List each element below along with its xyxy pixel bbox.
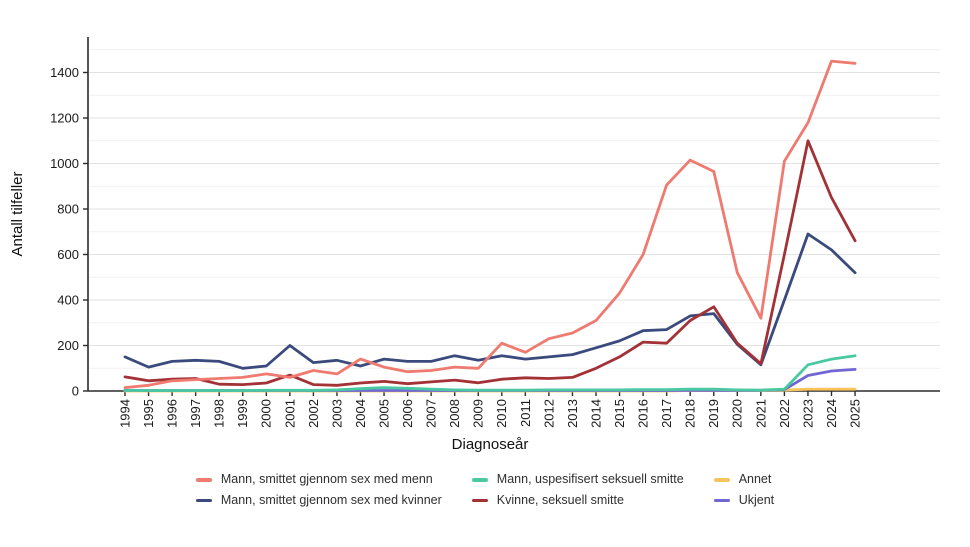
legend-label: Mann, smittet gjennom sex med kvinner — [220, 492, 442, 507]
chart-legend: Mann, smittet gjennom sex med menn Mann, … — [0, 472, 970, 508]
x-tick-label: 1999 — [235, 399, 250, 428]
x-tick-label: 1996 — [165, 399, 180, 428]
x-tick-label: 2025 — [847, 399, 862, 428]
x-tick-label: 2008 — [447, 399, 462, 428]
x-tick-label: 2004 — [353, 399, 368, 428]
series-line-uspes — [123, 354, 857, 392]
y-tick-label: 1200 — [50, 111, 79, 126]
legend-item-uspes[interactable]: Mann, uspesifisert seksuell smitte — [471, 472, 684, 488]
series-line-msm — [123, 59, 857, 390]
y-tick-label: 0 — [72, 384, 79, 399]
y-tick-label: 800 — [57, 202, 79, 217]
legend-label: Annet — [738, 472, 772, 486]
legend-item-msm[interactable]: Mann, smittet gjennom sex med menn — [195, 472, 442, 488]
legend-item-kvinne[interactable]: Kvinne, seksuell smitte — [471, 492, 684, 509]
x-tick-label: 2023 — [800, 399, 815, 428]
x-tick-label: 2010 — [494, 399, 509, 428]
legend-label: Kvinne, seksuell smitte — [496, 492, 624, 507]
y-axis-title: Antall tilfeller — [9, 171, 26, 256]
series-line-kvinne — [123, 139, 857, 387]
x-tick-label: 2015 — [612, 399, 627, 428]
legend-swatch-msk — [195, 498, 212, 503]
y-tick-label: 600 — [57, 247, 79, 262]
legend-item-ukjent[interactable]: Ukjent — [713, 492, 775, 509]
legend-label: Mann, uspesifisert seksuell smitte — [496, 472, 684, 486]
y-tick-label: 400 — [57, 293, 79, 308]
x-tick-label: 2011 — [518, 399, 533, 427]
x-tick-label: 1998 — [212, 399, 227, 428]
x-tick-label: 2024 — [824, 399, 839, 428]
x-tick-label: 2009 — [471, 399, 486, 428]
legend-swatch-msm — [195, 478, 212, 482]
x-tick-label: 2019 — [706, 399, 721, 428]
y-tick-label: 1000 — [50, 156, 79, 171]
y-tick-label: 200 — [57, 338, 79, 353]
x-tick-label: 1994 — [117, 399, 132, 428]
legend-item-annet[interactable]: Annet — [713, 472, 774, 488]
legend-swatch-annet — [713, 478, 730, 482]
chart-canvas: 0 200 400 600 800 1000 1200 1400 1994 1995 1996 199… — [9, 37, 940, 453]
x-tick-label: 2005 — [376, 399, 391, 428]
legend-swatch-uspes — [471, 478, 488, 482]
x-tick-label: 2002 — [306, 399, 321, 428]
x-tick-label: 2012 — [541, 399, 556, 428]
x-tick-label: 2016 — [636, 399, 651, 428]
y-tick-label: 1400 — [50, 65, 79, 80]
x-tick-label: 2013 — [565, 399, 580, 428]
legend-swatch-kvinne — [471, 498, 488, 503]
x-tick-label: 2021 — [753, 399, 768, 428]
x-tick-label: 2003 — [329, 399, 344, 428]
legend-label: Ukjent — [738, 492, 775, 507]
legend-label: Mann, smittet gjennom sex med menn — [220, 472, 433, 486]
x-tick-label: 2014 — [588, 399, 603, 428]
x-tick-label: 2000 — [259, 399, 274, 428]
legend-item-msk[interactable]: Mann, smittet gjennom sex med kvinner — [195, 492, 442, 509]
x-tick-label: 2007 — [424, 399, 439, 428]
x-tick-label: 2020 — [730, 399, 745, 428]
x-tick-label: 2001 — [282, 399, 297, 428]
x-tick-label: 2017 — [659, 399, 674, 428]
x-tick-label: 2006 — [400, 399, 415, 428]
x-tick-label: 2022 — [777, 399, 792, 428]
x-tick-label: 1997 — [188, 399, 203, 428]
line-chart: 0 200 400 600 800 1000 1200 1400 1994 1995 1996 199… — [9, 37, 940, 453]
x-tick-label: 1995 — [141, 399, 156, 428]
legend-swatch-ukjent — [713, 498, 730, 503]
x-axis-title: Diagnoseår — [452, 436, 529, 453]
x-tick-label: 2018 — [683, 399, 698, 428]
